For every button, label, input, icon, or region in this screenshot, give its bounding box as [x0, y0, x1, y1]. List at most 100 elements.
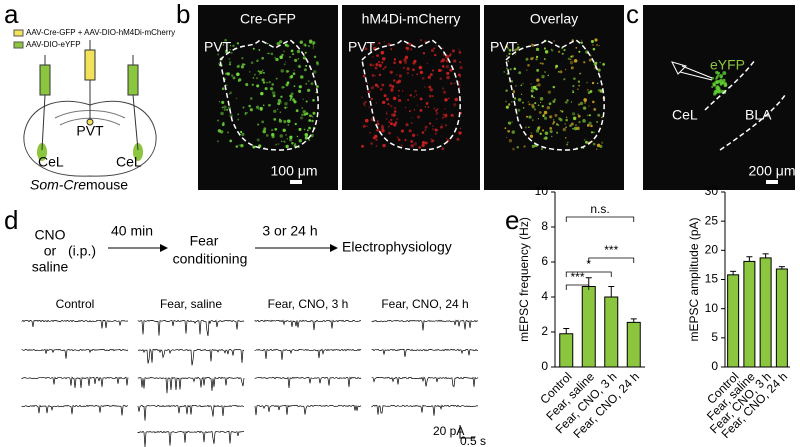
cell: [415, 94, 418, 96]
cell: [599, 89, 603, 93]
cell: [262, 129, 267, 134]
cell: [434, 53, 437, 57]
cell: [530, 89, 534, 93]
cell: [539, 132, 542, 135]
cell: [301, 113, 304, 117]
cell: [235, 97, 238, 100]
cell: [512, 89, 515, 93]
cell: [267, 42, 269, 45]
cell: [389, 122, 393, 126]
cell: [459, 66, 463, 70]
scale-label: 100 μm: [271, 163, 318, 179]
cell: [249, 97, 253, 100]
cell: [413, 95, 416, 98]
legend-swatch: [13, 41, 24, 49]
cell: [450, 114, 453, 117]
cell: [376, 122, 380, 126]
cell: [292, 72, 296, 76]
cell: [261, 56, 265, 60]
cell: [423, 86, 426, 88]
cell: [443, 66, 445, 68]
trace: [137, 348, 245, 366]
cell: [277, 98, 282, 103]
cell: [375, 63, 379, 66]
cell: [304, 51, 307, 54]
y-tick-label: 30: [705, 184, 719, 198]
y-axis-label: mEPSC amplitude (pA): [687, 217, 701, 341]
cell: [268, 52, 270, 55]
panel-label: e: [505, 205, 519, 235]
cell: [393, 110, 397, 113]
cell: [531, 43, 535, 47]
y-tick-label: 0: [541, 359, 548, 373]
cell: [305, 64, 308, 67]
cell: [237, 118, 240, 121]
cell: [575, 47, 578, 49]
cell: [526, 115, 529, 118]
cell: [525, 57, 529, 61]
cell: [505, 89, 508, 92]
injection-site: [133, 143, 143, 161]
cell: [266, 52, 269, 55]
cell: [409, 94, 412, 97]
cell: [448, 97, 450, 100]
region-outline: [505, 39, 605, 151]
cell: [575, 124, 577, 127]
cell: [408, 42, 412, 46]
cell: [281, 140, 283, 143]
cell: [529, 134, 534, 138]
cell: [311, 115, 313, 117]
cell: [572, 91, 575, 94]
cell: [543, 47, 547, 50]
cell: [271, 91, 276, 95]
cell: [261, 120, 265, 124]
cell: [511, 101, 513, 103]
cell: [289, 135, 293, 139]
cell: [282, 128, 286, 132]
cell: [229, 61, 232, 64]
cell: [421, 131, 425, 135]
cell: [409, 44, 412, 47]
cell: [597, 68, 601, 72]
cell: [312, 70, 317, 74]
cell: [419, 97, 423, 101]
cell: [218, 100, 221, 103]
cell: [434, 132, 437, 135]
cell: [390, 48, 393, 51]
cell: [403, 58, 407, 62]
cell: [366, 82, 369, 84]
cell: [404, 60, 408, 64]
cell: [579, 72, 582, 75]
cell: [530, 85, 535, 90]
cell: [553, 98, 557, 101]
cell: [593, 108, 597, 111]
cell: [724, 83, 728, 87]
bar: [775, 268, 788, 368]
cell: [293, 69, 295, 71]
cell: [283, 63, 286, 66]
cell: [386, 112, 388, 115]
cell: [311, 119, 314, 123]
bar: [559, 333, 574, 368]
micrographs: [198, 5, 795, 190]
cell: [570, 101, 573, 103]
cell: [554, 113, 558, 117]
cell: [382, 57, 386, 61]
cell: [262, 104, 265, 106]
cell: [400, 144, 403, 147]
cell: [539, 62, 542, 65]
cell: [596, 121, 598, 123]
cell: [263, 127, 267, 131]
cell: [376, 54, 379, 57]
cell: [298, 65, 301, 68]
cell: [579, 101, 584, 106]
cell: [279, 55, 283, 59]
panel-label: a: [4, 0, 19, 29]
cell: [229, 139, 233, 143]
cell: [293, 100, 297, 104]
cell: [444, 108, 446, 110]
cell: [375, 145, 378, 147]
traces: [21, 319, 479, 447]
cell: [569, 60, 574, 65]
